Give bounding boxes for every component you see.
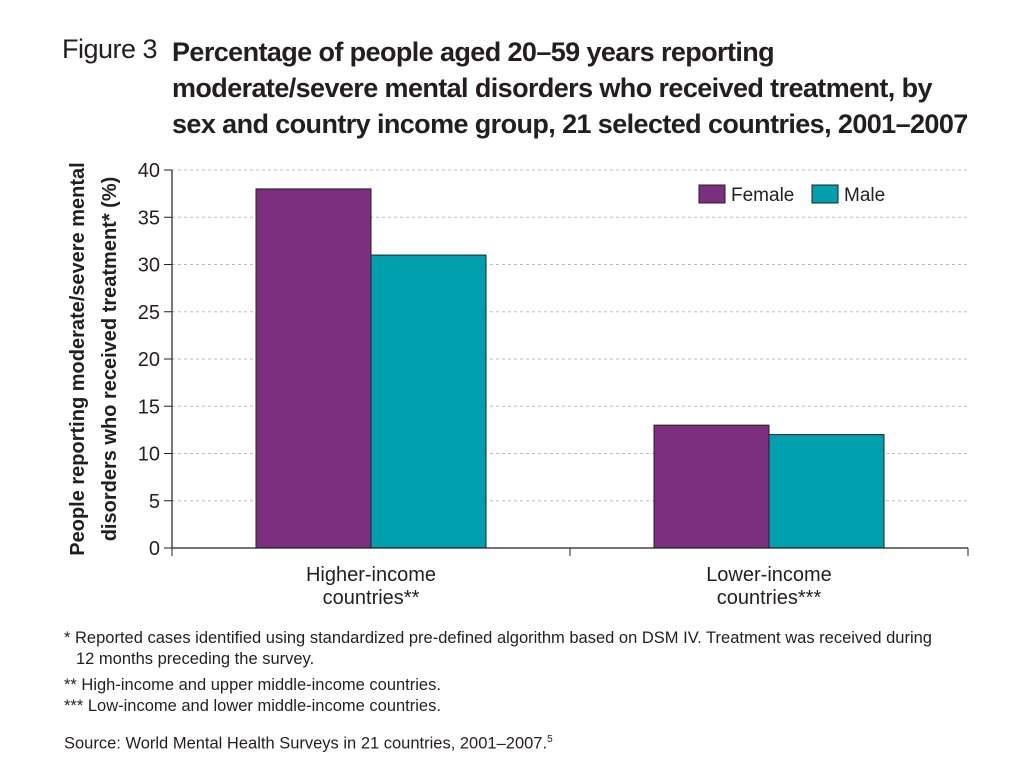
- y-tick-label: 5: [149, 491, 160, 513]
- bar-female-1: [255, 188, 372, 549]
- legend-label-female: Female: [731, 185, 794, 206]
- y-tick-label: 20: [138, 349, 160, 371]
- y-tick-label: 10: [138, 444, 160, 466]
- legend-swatch-male: [811, 184, 839, 204]
- x-category-label: Higher-income: [306, 564, 436, 586]
- x-category-label: countries***: [717, 587, 822, 609]
- footnote-3: *** Low-income and lower middle-income c…: [64, 697, 441, 715]
- bar-male-2: [768, 434, 885, 549]
- source-note: Source: World Mental Health Surveys in 2…: [64, 734, 553, 754]
- y-tick-label: 40: [138, 160, 160, 182]
- footnote-1: * Reported cases identified using standa…: [64, 629, 932, 647]
- x-category-label: countries**: [323, 587, 420, 609]
- figure-title: Percentage of people aged 20–59 years re…: [172, 37, 968, 139]
- x-category-label: Lower-income: [706, 564, 832, 586]
- y-tick-label: 0: [149, 538, 160, 560]
- y-axis-title: People reporting moderate/severe mental: [67, 162, 89, 555]
- y-tick-label: 30: [138, 255, 160, 277]
- footnotes: * Reported cases identified using standa…: [64, 628, 984, 717]
- source-text: Source: World Mental Health Surveys in 2…: [64, 734, 548, 753]
- footnote-1-continued: 12 months preceding the survey.: [76, 650, 315, 668]
- y-tick-label: 35: [138, 207, 160, 229]
- y-tick-label: 15: [138, 396, 160, 418]
- footnote-2: ** High-income and upper middle-income c…: [64, 676, 441, 694]
- y-tick-label: 25: [138, 302, 160, 324]
- bar-chart: 0510152025303540Higher-incomecountries**…: [67, 160, 969, 609]
- figure-label: Figure 3: [62, 34, 158, 64]
- legend-label-male: Male: [844, 185, 885, 206]
- y-axis-title: disorders who received treatment* (%): [99, 177, 121, 542]
- bar-female-2: [653, 424, 770, 549]
- legend-swatch-female: [698, 184, 726, 204]
- source-reference: 5: [547, 734, 553, 745]
- bar-male-1: [370, 254, 487, 549]
